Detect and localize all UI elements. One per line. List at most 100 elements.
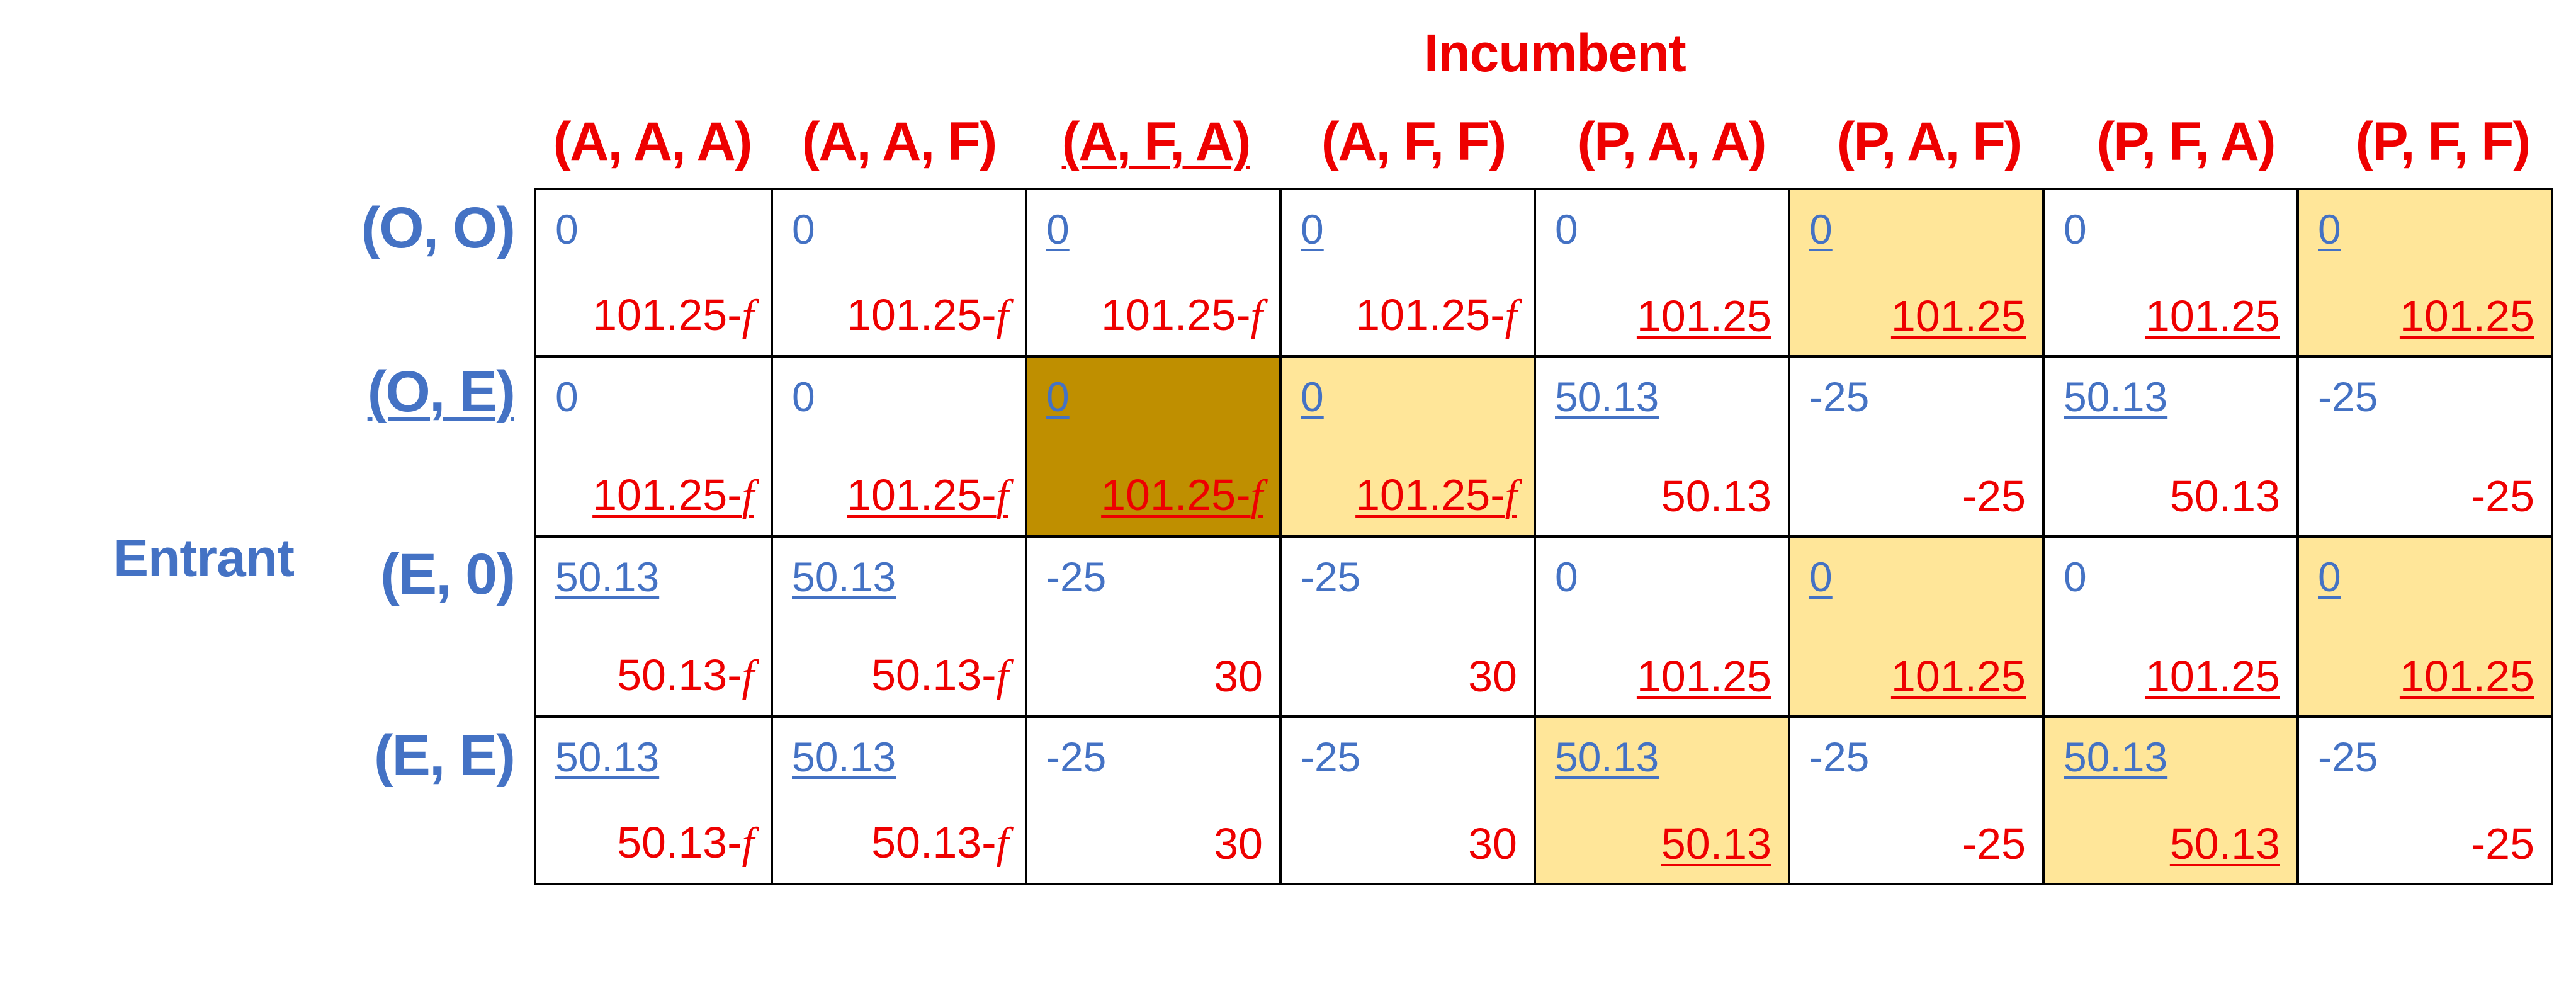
- matrix-row: 50.13 50.13-f 50.13 50.13-f -25 30 -25 30 0 101.2…: [534, 535, 2553, 718]
- incumbent-payoff: 101.25: [2145, 652, 2280, 701]
- row-header: (O, O): [361, 196, 516, 260]
- entry-cost-symbol: f: [1505, 472, 1517, 520]
- entry-cost-symbol: f: [742, 652, 754, 700]
- entrant-payoff: -25: [1301, 734, 1361, 780]
- entry-cost-symbol: f: [742, 472, 754, 520]
- entrant-payoff: 0: [1046, 206, 1070, 252]
- entry-cost-symbol: f: [996, 652, 1008, 700]
- incumbent-payoff: 101.25-f: [847, 470, 1008, 520]
- payoff-cell: 0 101.25: [1788, 535, 2045, 718]
- entrant-payoff: 0: [1809, 553, 1833, 600]
- entrant-player-label: Entrant: [113, 528, 295, 587]
- payoff-cell: 0 101.25: [2296, 535, 2553, 718]
- column-header: (A, A, A): [553, 111, 753, 172]
- incumbent-payoff: 101.25: [1636, 292, 1771, 341]
- payoff-cell: -25 30: [1279, 715, 1536, 885]
- payoff-cell: -25 30: [1025, 715, 1282, 885]
- incumbent-payoff: 101.25: [2145, 292, 2280, 341]
- payoff-cell: -25 30: [1279, 535, 1536, 718]
- entrant-payoff: -25: [1301, 553, 1361, 600]
- incumbent-payoff: 101.25-f: [1355, 470, 1517, 520]
- row-header: (O, E): [367, 360, 516, 424]
- entrant-payoff: 50.13: [2064, 373, 2168, 420]
- payoff-cell: 0 101.25-f: [771, 355, 1027, 538]
- entrant-payoff: 0: [2064, 553, 2087, 600]
- payoff-cell: -25 -25: [2296, 715, 2553, 885]
- entrant-payoff: 50.13: [555, 734, 660, 780]
- entry-cost-symbol: f: [996, 292, 1008, 340]
- entrant-payoff: 0: [2064, 206, 2087, 252]
- matrix-row: 0 101.25-f 0 101.25-f 0 101.25-f 0 101.25-f 0 101…: [534, 188, 2553, 358]
- incumbent-payoff: 50.13: [1661, 819, 1771, 868]
- matrix-row: 0 101.25-f 0 101.25-f 0 101.25-f 0 101.25-f 50.1…: [534, 355, 2553, 538]
- entrant-payoff: 0: [1301, 373, 1324, 420]
- column-header: (A, F, F): [1321, 111, 1506, 172]
- entrant-payoff: 0: [555, 373, 579, 420]
- entrant-payoff: -25: [1809, 373, 1870, 420]
- column-header: (P, F, A): [2096, 111, 2276, 172]
- entrant-payoff: -25: [2318, 734, 2378, 780]
- entrant-payoff: 50.13: [792, 553, 896, 600]
- incumbent-payoff: 30: [1214, 819, 1263, 868]
- incumbent-payoff: 101.25: [2399, 292, 2534, 341]
- payoff-cell: 0 101.25-f: [1025, 188, 1282, 358]
- incumbent-payoff: 101.25-f: [1101, 290, 1263, 340]
- incumbent-payoff: 50.13: [2169, 472, 2280, 521]
- incumbent-payoff: 30: [1468, 652, 1517, 701]
- entry-cost-symbol: f: [742, 292, 754, 340]
- entry-cost-symbol: f: [1250, 472, 1263, 520]
- payoff-cell: -25 -25: [1788, 715, 2045, 885]
- entry-cost-symbol: f: [742, 819, 754, 868]
- incumbent-payoff: -25: [1962, 472, 2026, 521]
- entrant-payoff: 0: [555, 206, 579, 252]
- entrant-payoff: 50.13: [1555, 734, 1659, 780]
- incumbent-payoff: -25: [2470, 819, 2534, 868]
- incumbent-payoff: 50.13-f: [617, 650, 754, 700]
- incumbent-payoff: 30: [1468, 819, 1517, 868]
- entrant-payoff: 0: [1555, 553, 1578, 600]
- payoff-cell: 0 101.25: [1534, 188, 1790, 358]
- payoff-cell: 0 101.25-f: [1279, 188, 1536, 358]
- entrant-payoff: 50.13: [555, 553, 660, 600]
- payoff-cell: 50.13 50.13-f: [534, 715, 773, 885]
- incumbent-payoff: 30: [1214, 652, 1263, 701]
- incumbent-payoff: -25: [2470, 472, 2534, 521]
- incumbent-payoff: 101.25-f: [592, 470, 754, 520]
- payoff-cell: 50.13 50.13: [1534, 355, 1790, 538]
- incumbent-payoff: 50.13-f: [617, 818, 754, 868]
- incumbent-payoff: -25: [1962, 819, 2026, 868]
- payoff-cell: -25 -25: [2296, 355, 2553, 538]
- payoff-cell: 0 101.25-f: [1279, 355, 1536, 538]
- entry-cost-symbol: f: [1250, 292, 1263, 340]
- payoff-cell: 50.13 50.13-f: [771, 715, 1027, 885]
- row-header: (E, E): [373, 723, 516, 788]
- entry-cost-symbol: f: [996, 472, 1008, 520]
- payoff-cell: -25 30: [1025, 535, 1282, 718]
- payoff-cell: 50.13 50.13: [2042, 355, 2299, 538]
- payoff-cell: 50.13 50.13-f: [534, 535, 773, 718]
- incumbent-payoff: 101.25: [2399, 652, 2534, 701]
- payoff-cell: 0 101.25-f: [534, 188, 773, 358]
- entrant-payoff: 50.13: [1555, 373, 1659, 420]
- incumbent-payoff: 101.25-f: [592, 290, 754, 340]
- entrant-payoff: -25: [2318, 373, 2378, 420]
- incumbent-payoff: 101.25: [1636, 652, 1771, 701]
- payoff-matrix: 0 101.25-f 0 101.25-f 0 101.25-f 0 101.25-f 0 101…: [534, 188, 2553, 885]
- incumbent-payoff: 101.25: [1890, 292, 2026, 341]
- entrant-payoff: 50.13: [2064, 734, 2168, 780]
- payoff-cell: 0 101.25: [1788, 188, 2045, 358]
- payoff-cell: 0 101.25: [1534, 535, 1790, 718]
- payoff-cell: 0 101.25: [2042, 188, 2299, 358]
- entrant-payoff: 0: [792, 206, 815, 252]
- incumbent-payoff: 101.25: [1890, 652, 2026, 701]
- entrant-payoff: 0: [1046, 373, 1070, 420]
- payoff-cell: 0 101.25-f: [1025, 355, 1282, 538]
- column-header: (A, F, A): [1061, 111, 1251, 172]
- entry-cost-symbol: f: [1505, 292, 1517, 340]
- column-header: (P, F, F): [2355, 111, 2531, 172]
- incumbent-payoff: 50.13-f: [871, 650, 1008, 700]
- matrix-row: 50.13 50.13-f 50.13 50.13-f -25 30 -25 30 50.13 5…: [534, 715, 2553, 885]
- payoff-cell: -25 -25: [1788, 355, 2045, 538]
- payoff-cell: 0 101.25: [2042, 535, 2299, 718]
- incumbent-payoff: 101.25-f: [1101, 470, 1263, 520]
